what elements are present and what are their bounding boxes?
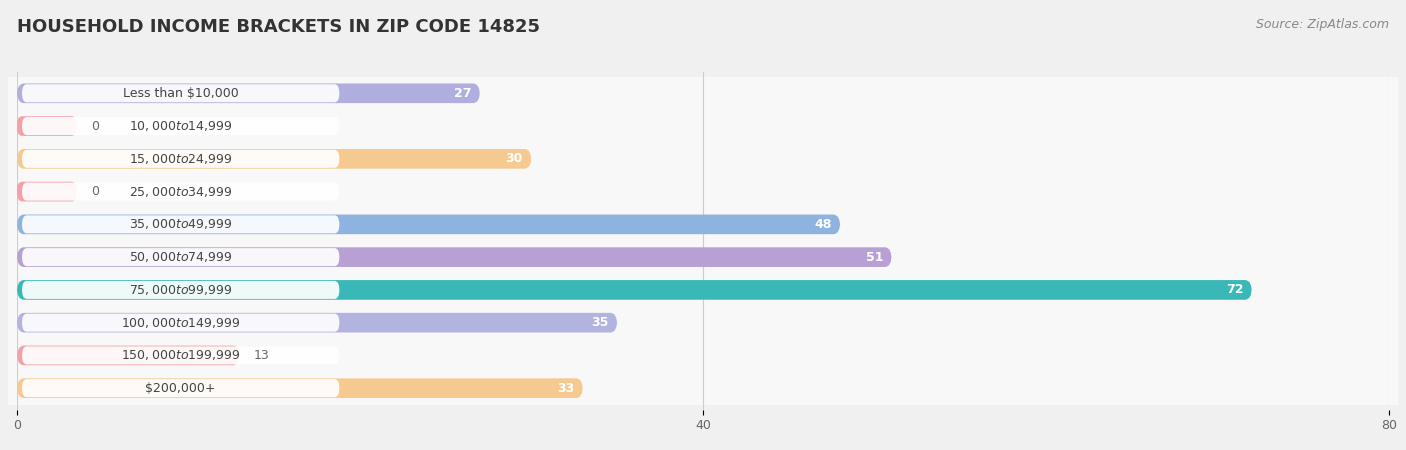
FancyBboxPatch shape: [8, 274, 1398, 306]
Text: 33: 33: [557, 382, 574, 395]
Text: $50,000 to $74,999: $50,000 to $74,999: [129, 250, 232, 264]
Text: 0: 0: [90, 120, 98, 133]
Text: $75,000 to $99,999: $75,000 to $99,999: [129, 283, 232, 297]
FancyBboxPatch shape: [17, 83, 479, 103]
Text: $15,000 to $24,999: $15,000 to $24,999: [129, 152, 232, 166]
Text: $200,000+: $200,000+: [145, 382, 217, 395]
FancyBboxPatch shape: [22, 183, 339, 201]
Text: $25,000 to $34,999: $25,000 to $34,999: [129, 184, 232, 198]
FancyBboxPatch shape: [17, 346, 240, 365]
FancyBboxPatch shape: [22, 117, 339, 135]
Text: $10,000 to $14,999: $10,000 to $14,999: [129, 119, 232, 133]
FancyBboxPatch shape: [22, 84, 339, 102]
FancyBboxPatch shape: [22, 314, 339, 332]
FancyBboxPatch shape: [17, 116, 77, 136]
FancyBboxPatch shape: [8, 372, 1398, 405]
Text: $150,000 to $199,999: $150,000 to $199,999: [121, 348, 240, 362]
FancyBboxPatch shape: [8, 208, 1398, 241]
FancyBboxPatch shape: [8, 110, 1398, 143]
FancyBboxPatch shape: [22, 281, 339, 299]
Text: HOUSEHOLD INCOME BRACKETS IN ZIP CODE 14825: HOUSEHOLD INCOME BRACKETS IN ZIP CODE 14…: [17, 18, 540, 36]
FancyBboxPatch shape: [17, 378, 583, 398]
FancyBboxPatch shape: [8, 241, 1398, 274]
FancyBboxPatch shape: [8, 175, 1398, 208]
FancyBboxPatch shape: [17, 313, 617, 333]
FancyBboxPatch shape: [22, 248, 339, 266]
Text: 30: 30: [506, 153, 523, 165]
Text: 51: 51: [866, 251, 883, 264]
FancyBboxPatch shape: [17, 182, 77, 202]
FancyBboxPatch shape: [17, 280, 1251, 300]
Text: 13: 13: [253, 349, 270, 362]
FancyBboxPatch shape: [8, 143, 1398, 175]
FancyBboxPatch shape: [22, 346, 339, 364]
FancyBboxPatch shape: [8, 339, 1398, 372]
FancyBboxPatch shape: [17, 149, 531, 169]
FancyBboxPatch shape: [17, 248, 891, 267]
Text: $35,000 to $49,999: $35,000 to $49,999: [129, 217, 232, 231]
FancyBboxPatch shape: [8, 306, 1398, 339]
Text: 72: 72: [1226, 284, 1243, 297]
FancyBboxPatch shape: [22, 379, 339, 397]
FancyBboxPatch shape: [22, 150, 339, 168]
FancyBboxPatch shape: [17, 215, 841, 234]
FancyBboxPatch shape: [22, 216, 339, 234]
Text: Source: ZipAtlas.com: Source: ZipAtlas.com: [1256, 18, 1389, 31]
Text: Less than $10,000: Less than $10,000: [122, 87, 239, 100]
FancyBboxPatch shape: [8, 77, 1398, 110]
Text: 27: 27: [454, 87, 471, 100]
Text: 35: 35: [592, 316, 609, 329]
Text: 48: 48: [814, 218, 831, 231]
Text: $100,000 to $149,999: $100,000 to $149,999: [121, 315, 240, 330]
Text: 0: 0: [90, 185, 98, 198]
